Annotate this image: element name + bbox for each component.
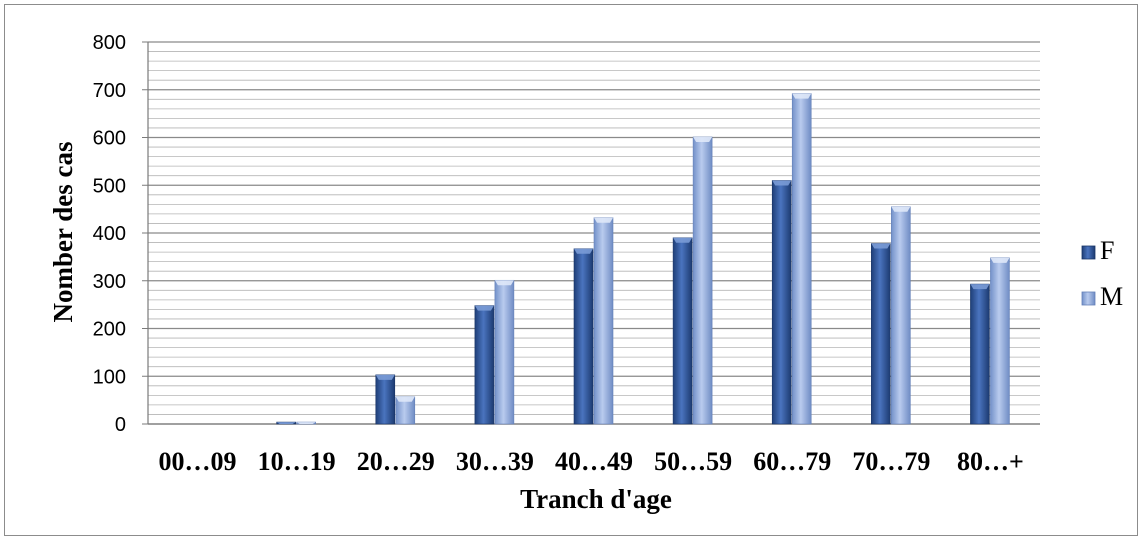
bar-F-8: [970, 283, 990, 425]
x-tick-label: 70…79: [852, 447, 930, 476]
bar-M-6: [791, 93, 812, 425]
bar-F-4: [573, 248, 594, 425]
bar-M-1: [296, 421, 316, 425]
x-tick-labels: 00…09 10…19 20…29 30…39 40…49 50…59 60…79 70…79…: [159, 447, 1024, 476]
x-tick-label: 60…79: [753, 447, 831, 476]
y-tick-labels: 0 100 200 300 400 500 600 700 800: [93, 32, 126, 436]
bar-M-2: [395, 396, 416, 425]
legend-swatch: [1081, 291, 1096, 306]
y-tick-label: 300: [93, 271, 126, 293]
y-tick-label: 100: [93, 366, 126, 388]
x-tick-label: 10…19: [258, 447, 336, 476]
x-tick-label: 50…59: [654, 447, 732, 476]
bar-F-6: [771, 180, 792, 425]
x-tick-label: 40…49: [555, 447, 633, 476]
x-tick-label: 80…+: [957, 447, 1024, 476]
bar-F-1: [276, 421, 296, 425]
bar-M-8: [990, 257, 1010, 425]
y-tick-label: 0: [115, 414, 126, 436]
y-axis-title: Nomber des cas: [48, 142, 78, 323]
bar-F-7: [871, 243, 891, 425]
chart-frame: [4, 4, 1138, 536]
bar-F-2: [375, 374, 396, 425]
y-tick-label: 500: [93, 175, 126, 197]
legend: FM: [1081, 236, 1123, 311]
bars: [276, 93, 1010, 425]
y-tick-label: 700: [93, 80, 126, 102]
legend-item-F: F: [1081, 236, 1114, 265]
y-tick-label: 800: [93, 32, 126, 54]
x-tick-label: 00…09: [159, 447, 237, 476]
y-tick-label: 400: [93, 223, 126, 245]
bar-F-3: [474, 305, 495, 425]
x-axis-title: Tranch d'age: [520, 484, 672, 514]
bar-M-5: [692, 136, 713, 425]
bar-M-7: [891, 206, 911, 425]
x-tick-label: 20…29: [357, 447, 435, 476]
y-tick-label: 200: [93, 319, 126, 341]
legend-label: M: [1100, 282, 1123, 311]
bar-M-3: [494, 279, 515, 425]
legend-label: F: [1100, 236, 1114, 265]
legend-swatch: [1081, 245, 1096, 260]
bar-F-5: [672, 237, 693, 425]
legend-item-M: M: [1081, 282, 1123, 311]
y-tick-label: 600: [93, 128, 126, 150]
x-tick-label: 30…39: [456, 447, 534, 476]
bar-M-4: [593, 217, 614, 425]
